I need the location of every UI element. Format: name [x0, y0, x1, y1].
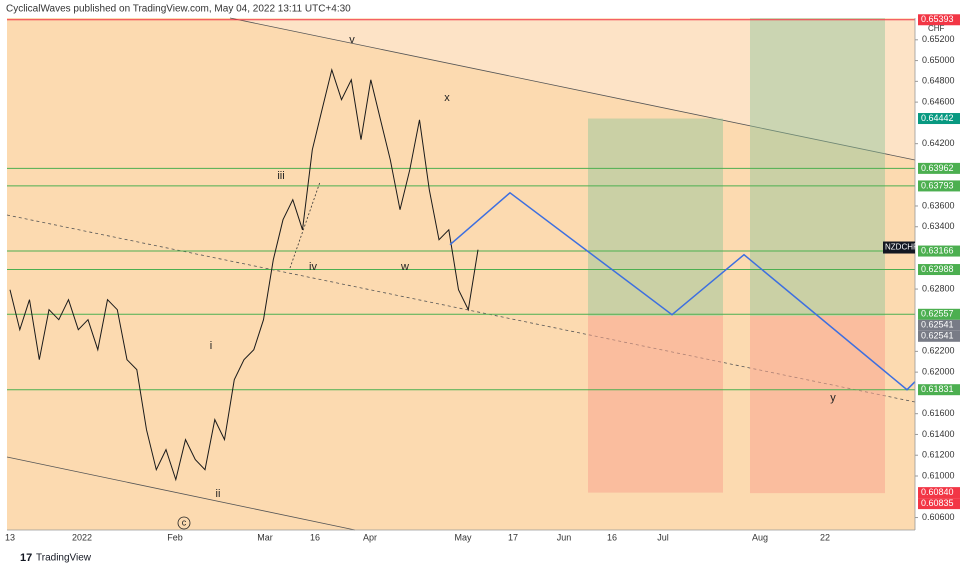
projection-path	[449, 191, 916, 391]
price-tag	[918, 498, 960, 510]
price-tag-label: 0.63962	[921, 163, 954, 173]
price-tag	[918, 162, 960, 174]
time-axis: 13 2022 Feb Mar 16 Apr May 17 Jun 16 Jul Aug 22	[5, 532, 830, 542]
y-tick-label: 0.60600	[922, 512, 955, 522]
y-tick-label: 0.61400	[922, 429, 955, 439]
y-tick-label: 0.62800	[922, 283, 955, 293]
x-tick-label: 13	[5, 532, 15, 542]
price-tags: 0.65393 0.64442 0.63962 0.63793 0.63166 0.629…	[883, 14, 960, 510]
price-tag-label: 0.64442	[921, 113, 954, 123]
y-tick-label: 0.62200	[922, 346, 955, 356]
wave-label: iii	[277, 170, 284, 182]
x-tick-label: 2022	[72, 532, 92, 542]
x-tick-label: Jun	[557, 532, 572, 542]
y-tick-label: 0.64800	[922, 76, 955, 86]
x-tick-label: Mar	[257, 532, 273, 542]
x-tick-label: 16	[607, 532, 617, 542]
price-axis: 0.65200 0.65000 0.64800 0.64600 0.64200 0.636…	[915, 34, 955, 522]
wave-label: ii	[216, 488, 221, 500]
x-tick-label: Jul	[657, 532, 669, 542]
wave-label: w	[400, 261, 409, 273]
y-tick-label: 0.61000	[922, 470, 955, 480]
y-tick-label: 0.65000	[922, 55, 955, 65]
loss-zone	[750, 315, 885, 494]
y-tick-label: 0.63600	[922, 200, 955, 210]
wave-label: x	[444, 92, 450, 104]
price-tag	[918, 245, 960, 257]
wave-circle	[177, 516, 191, 530]
x-tick-label: 22	[820, 532, 830, 542]
quote-label: CHF	[928, 24, 945, 33]
price-tag-label: 0.62557	[921, 309, 954, 319]
x-tick-label: May	[454, 532, 472, 542]
header: CyclicalWaves published on TradingView.c…	[6, 4, 351, 15]
footer-brand: TradingView	[36, 553, 92, 564]
price-tag-label: 0.61831	[921, 384, 954, 394]
price-tag	[918, 180, 960, 192]
y-tick-label: 0.61200	[922, 450, 955, 460]
wave-labels: v x iii iv w i ii c y	[177, 34, 836, 530]
footer-logo: 17	[20, 552, 32, 564]
channel-top-area	[7, 18, 915, 160]
y-tick-label: 0.65200	[922, 34, 955, 44]
y-tick-label: 0.61600	[922, 408, 955, 418]
symbol-label: NZDCHF	[885, 243, 918, 252]
price-tag-label: 0.62541	[921, 331, 954, 341]
price-tag-label: 0.63166	[921, 245, 954, 255]
x-tick-label: Aug	[752, 532, 768, 542]
wave-label: c	[182, 517, 187, 527]
y-tick-label: 0.64200	[922, 138, 955, 148]
price-tag-label: 0.63793	[921, 180, 954, 190]
price-tag	[918, 264, 960, 276]
price-tag	[918, 319, 960, 331]
wave-label: i	[210, 340, 212, 352]
symbol-tag	[883, 241, 915, 254]
wave-label: iv	[309, 261, 317, 273]
channel-lower	[6, 456, 356, 531]
price-tag-label: 0.60835	[921, 498, 954, 508]
positions	[588, 18, 885, 494]
price-line	[9, 67, 479, 482]
wave-connector	[289, 181, 321, 269]
price-tag	[918, 487, 960, 499]
levels	[7, 19, 915, 391]
price-tag	[918, 384, 960, 396]
price-tag	[918, 14, 960, 26]
price-tag-label: 0.62541	[921, 320, 954, 330]
y-tick-label: 0.62000	[922, 367, 955, 377]
y-tick-label: 0.64600	[922, 96, 955, 106]
loss-zone	[588, 315, 723, 493]
price-tag	[918, 330, 960, 342]
price-series	[9, 67, 916, 482]
price-tag	[918, 113, 960, 125]
profit-zone	[588, 118, 723, 316]
price-tag	[918, 308, 960, 320]
price-tag-label: 0.65393	[921, 14, 954, 24]
x-tick-label: Apr	[363, 532, 377, 542]
channel-upper	[229, 17, 916, 161]
channel-mid	[6, 214, 916, 403]
wave-label: y	[830, 392, 836, 404]
price-tag-label: 0.60840	[921, 487, 954, 497]
x-tick-label: Feb	[167, 532, 183, 542]
y-tick-label: 0.63400	[922, 221, 955, 231]
price-tag-label: 0.62988	[921, 264, 954, 274]
x-tick-label: 17	[508, 532, 518, 542]
x-tick-label: 16	[310, 532, 320, 542]
profit-zone	[750, 18, 885, 316]
wave-label: v	[349, 34, 355, 46]
